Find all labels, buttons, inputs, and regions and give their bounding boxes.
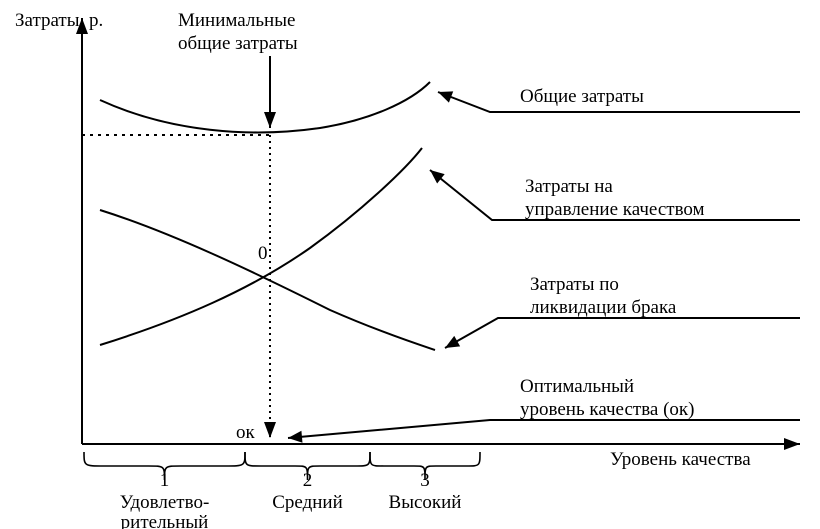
arrowhead xyxy=(264,112,276,128)
defect-cost-label-0: Затраты по xyxy=(530,274,619,295)
total-cost-curve xyxy=(100,82,430,132)
defect-cost-leader xyxy=(445,318,800,348)
min-total-cost-label-2: общие затраты xyxy=(178,33,298,54)
brace-text1-0: Удовлетво- xyxy=(120,492,210,513)
ok-label: ок xyxy=(236,422,256,443)
defect-cost-leader-arrowhead xyxy=(445,336,460,348)
optimal-quality-leader xyxy=(288,420,800,438)
arrowhead xyxy=(784,438,800,450)
brace-num-0: 1 xyxy=(160,470,170,491)
brace-text1-2: Высокий xyxy=(389,492,462,513)
optimal-quality-leader-arrowhead xyxy=(288,431,302,443)
min-total-cost-label-1: Минимальные xyxy=(178,10,295,31)
total-cost-label-0: Общие затраты xyxy=(520,86,644,107)
quality-mgmt-cost-leader-arrowhead xyxy=(430,170,445,183)
quality-mgmt-cost-label-0: Затраты на xyxy=(525,176,613,197)
intersection-label: 0 xyxy=(258,243,268,264)
optimal-quality-label-0: Оптимальный xyxy=(520,376,634,397)
total-cost-leader-arrowhead xyxy=(438,91,453,102)
y-axis-label: Затраты, р. xyxy=(15,10,103,31)
brace-text2-0: рительный xyxy=(121,512,209,529)
optimal-quality-label-1: уровень качества (ок) xyxy=(520,399,694,420)
arrowhead xyxy=(264,422,276,438)
cost-quality-chart: Затраты, р. Уровень качества Минимальныеоб… xyxy=(0,0,820,529)
brace-num-1: 2 xyxy=(303,470,313,491)
quality-mgmt-cost-label-1: управление качеством xyxy=(525,199,705,220)
brace-num-2: 3 xyxy=(420,470,430,491)
defect-cost-label-1: ликвидации брака xyxy=(530,297,677,318)
brace-text1-1: Средний xyxy=(272,492,343,513)
x-axis-label: Уровень качества xyxy=(610,449,751,470)
